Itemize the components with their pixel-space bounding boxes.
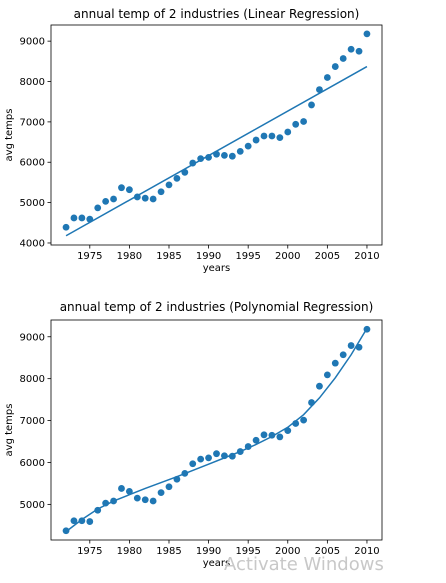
y-tick-label: 6000 (20, 158, 45, 169)
y-tick-label: 6000 (20, 458, 45, 469)
x-tick-label: 1995 (235, 546, 260, 557)
plot-frame (50, 319, 383, 541)
data-point (323, 371, 331, 379)
x-tick-label: 2005 (315, 546, 340, 557)
data-point (118, 184, 125, 192)
y-tick-label: 5000 (20, 500, 45, 511)
data-point (70, 517, 78, 525)
data-point (213, 450, 220, 458)
y-tick-label: 5000 (20, 198, 45, 209)
activate-windows-watermark: Activate Windows (224, 554, 384, 575)
x-tick-label: 2000 (275, 251, 300, 262)
chart-title: annual temp of 2 industries (Linear Regr… (74, 7, 360, 21)
x-tick-label: 1975 (77, 546, 102, 557)
data-point (157, 489, 165, 497)
data-point (284, 128, 292, 136)
data-point (165, 483, 173, 491)
x-tick-label: 2010 (354, 251, 379, 262)
plot-frame (50, 24, 383, 246)
x-tick-label: 2005 (315, 251, 340, 262)
data-point (276, 433, 284, 441)
data-point (331, 359, 339, 367)
data-point (316, 86, 323, 93)
x-axis-label: years (203, 263, 231, 274)
data-point (149, 195, 157, 203)
data-point (236, 147, 244, 155)
data-point (347, 342, 355, 349)
data-point (260, 431, 268, 439)
chart-1: annual temp of 2 industries (Linear Regr… (4, 7, 383, 274)
regression-line (65, 327, 368, 533)
y-tick-label: 9000 (20, 37, 45, 48)
x-tick-label: 1980 (117, 546, 142, 557)
data-point (197, 455, 205, 463)
regression-line (65, 65, 368, 237)
data-point (347, 45, 355, 53)
data-point (316, 382, 323, 390)
data-point (252, 136, 260, 144)
data-point (118, 485, 125, 492)
data-point (260, 132, 268, 140)
y-axis-label: avg temps (4, 404, 15, 457)
data-point (94, 204, 102, 212)
x-tick-label: 2010 (354, 546, 379, 557)
data-point (125, 186, 133, 194)
x-tick-label: 1990 (196, 251, 221, 262)
data-point (228, 152, 236, 160)
y-tick-label: 7000 (20, 117, 45, 128)
y-tick-label: 7000 (20, 416, 45, 427)
x-tick-label: 1975 (77, 251, 102, 262)
data-point (331, 63, 339, 70)
y-axis-label: avg temps (4, 109, 15, 162)
data-point (363, 30, 371, 38)
data-point (62, 223, 70, 231)
data-point (141, 496, 149, 504)
y-tick-label: 4000 (20, 238, 45, 249)
data-point (189, 460, 197, 468)
data-point (141, 194, 149, 202)
y-tick-label: 8000 (20, 77, 45, 88)
data-point (157, 188, 165, 196)
data-point (339, 351, 347, 359)
data-point (292, 120, 300, 128)
data-point (149, 497, 157, 505)
data-point (86, 518, 94, 525)
data-point (110, 195, 117, 203)
data-point (268, 132, 276, 140)
data-point (70, 214, 78, 222)
data-point (339, 55, 347, 62)
chart-title: annual temp of 2 industries (Polynomial … (60, 300, 374, 314)
data-point (308, 399, 315, 406)
data-point (355, 47, 363, 55)
x-tick-label: 1990 (196, 546, 221, 557)
data-point (102, 198, 110, 205)
data-point (165, 181, 173, 189)
data-point (205, 454, 212, 462)
x-tick-label: 1980 (117, 251, 142, 262)
x-tick-label: 1995 (235, 251, 260, 262)
chart-2: annual temp of 2 industries (Polynomial … (4, 300, 383, 569)
data-point (78, 214, 86, 222)
data-point (300, 416, 308, 424)
data-point (276, 134, 284, 142)
data-point (244, 142, 252, 150)
data-point (173, 174, 181, 182)
x-axis-label: years (203, 558, 231, 569)
y-tick-label: 8000 (20, 374, 45, 385)
data-point (125, 487, 133, 495)
data-point (308, 101, 315, 109)
data-point (133, 494, 141, 502)
data-point (252, 436, 260, 444)
data-point (300, 118, 308, 125)
x-tick-label: 1985 (156, 546, 181, 557)
y-tick-label: 9000 (20, 332, 45, 343)
data-point (221, 151, 228, 159)
x-tick-label: 1985 (156, 251, 181, 262)
data-point (323, 74, 331, 81)
x-tick-label: 2000 (275, 546, 300, 557)
